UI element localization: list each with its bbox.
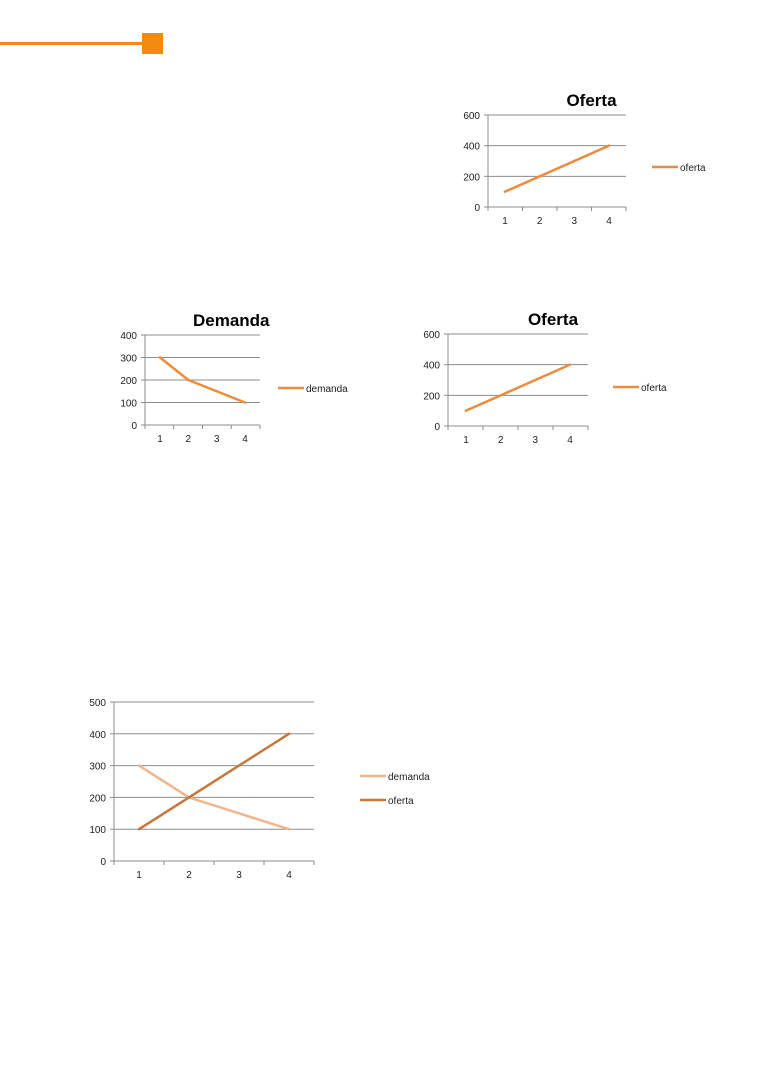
data-point-demanda: [237, 812, 241, 815]
data-point-oferta: [464, 409, 468, 412]
data-point-demanda: [158, 356, 162, 359]
data-point-demanda: [187, 378, 190, 382]
x-tick-label: 1: [136, 870, 142, 881]
y-tick-label: 200: [89, 793, 106, 804]
legend-label-oferta: oferta: [680, 163, 706, 174]
x-tick-label: 3: [236, 870, 242, 881]
x-tick-label: 1: [502, 216, 508, 227]
y-tick-label: 300: [120, 354, 137, 365]
legend-label-oferta: oferta: [388, 796, 414, 807]
y-tick-label: 400: [120, 331, 137, 342]
data-point-oferta: [503, 190, 507, 193]
x-tick-label: 4: [286, 870, 292, 881]
y-tick-label: 100: [89, 825, 106, 836]
series-line-demanda: [137, 764, 291, 831]
y-tick-label: 600: [423, 330, 440, 341]
x-tick-label: 2: [186, 434, 192, 445]
chart-title: Oferta: [566, 91, 617, 110]
chart-title: Demanda: [193, 311, 270, 330]
data-point-oferta: [287, 732, 291, 735]
header-accent-rule: [0, 42, 142, 45]
data-point-oferta: [568, 363, 572, 366]
data-point-oferta: [573, 159, 576, 163]
legend-label-oferta: oferta: [641, 383, 667, 394]
x-tick-label: 1: [463, 435, 469, 446]
data-point-oferta: [237, 764, 241, 767]
data-point-oferta: [499, 394, 502, 397]
data-point-oferta: [187, 796, 191, 799]
x-tick-label: 2: [186, 870, 192, 881]
chart-oferta: Oferta 0 200 400 600 1 2 3 4 oferta: [423, 310, 667, 446]
y-tick-label: 400: [89, 730, 106, 741]
header-accent-square: [142, 33, 163, 54]
y-tick-label: 400: [463, 142, 480, 153]
y-tick-label: 200: [423, 391, 440, 402]
y-tick-label: 0: [434, 422, 440, 433]
data-point-demanda: [287, 828, 291, 831]
y-tick-label: 200: [463, 172, 480, 183]
y-tick-label: 100: [120, 399, 137, 410]
series-line-oferta: [464, 363, 572, 412]
y-tick-label: 0: [131, 421, 137, 432]
data-point-oferta: [137, 828, 141, 831]
y-tick-label: 0: [100, 857, 106, 868]
y-tick-label: 200: [120, 376, 137, 387]
x-tick-label: 1: [157, 434, 163, 445]
data-point-demanda: [243, 401, 247, 404]
x-tick-label: 3: [572, 216, 578, 227]
x-tick-label: 4: [606, 216, 612, 227]
x-tick-label: 2: [537, 216, 543, 227]
y-tick-label: 300: [89, 762, 106, 773]
y-tick-label: 400: [423, 361, 440, 372]
chart-title: Oferta: [528, 310, 579, 329]
y-tick-label: 0: [474, 203, 480, 214]
legend-label-demanda: demanda: [388, 772, 430, 783]
x-tick-label: 3: [214, 434, 220, 445]
chart-demanda-oferta: 0 100 200 300 400 500 1 2 3 4 demanda oferta: [89, 698, 430, 881]
data-point-oferta: [538, 175, 541, 178]
x-tick-label: 2: [498, 435, 504, 446]
data-point-demanda: [215, 390, 218, 393]
y-tick-label: 600: [463, 111, 480, 122]
chart-oferta-top: Oferta 0 200 400 600 1 2 3 4 oferta: [463, 91, 706, 227]
data-point-demanda: [137, 764, 141, 767]
x-tick-label: 4: [242, 434, 248, 445]
chart-demanda: Demanda 0 100 200 300 400 1 2 3 4 demanda: [120, 311, 348, 445]
data-point-oferta: [534, 378, 537, 382]
series-line-oferta: [137, 732, 291, 831]
series-line-oferta: [503, 144, 611, 193]
x-tick-label: 3: [533, 435, 539, 446]
legend-label-demanda: demanda: [306, 384, 348, 395]
data-point-oferta: [607, 144, 611, 147]
y-tick-label: 500: [89, 698, 106, 709]
x-tick-label: 4: [567, 435, 573, 446]
series-line-demanda: [158, 356, 247, 404]
